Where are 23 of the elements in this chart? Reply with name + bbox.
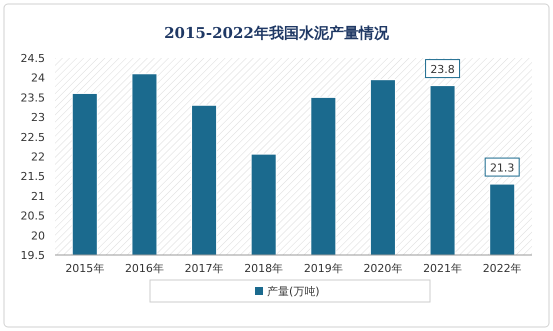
x-tick-label: 2021年 — [423, 262, 462, 275]
x-tick-label: 2022年 — [482, 262, 522, 275]
data-label: 21.3 — [490, 162, 514, 175]
x-tick-label: 2015年 — [65, 262, 104, 275]
data-label: 23.8 — [430, 63, 455, 76]
x-tick-label: 2019年 — [304, 262, 343, 275]
y-tick-label: 21.5 — [20, 170, 45, 184]
y-tick-label: 22.5 — [20, 130, 45, 144]
y-tick-label: 20.5 — [20, 210, 45, 223]
y-tick-label: 24 — [31, 72, 45, 85]
y-tick-label: 24.5 — [20, 52, 45, 65]
y-tick-label: 23 — [31, 111, 45, 124]
y-tick-label: 19.5 — [20, 249, 45, 262]
x-tick-label: 2017年 — [184, 262, 224, 275]
x-tick-label: 2018年 — [244, 262, 284, 275]
x-tick-label: 2020年 — [363, 262, 402, 275]
y-tick-label: 20 — [31, 229, 45, 242]
legend-label: 产量(万吨) — [267, 285, 320, 298]
y-tick-label: 21 — [31, 190, 45, 203]
y-tick-label: 23.5 — [20, 91, 45, 104]
y-tick-label: 22 — [31, 150, 45, 164]
chart-title: 2015-2022年我国水泥产量情况 — [164, 24, 390, 42]
x-tick-label: 2016年 — [124, 262, 164, 275]
